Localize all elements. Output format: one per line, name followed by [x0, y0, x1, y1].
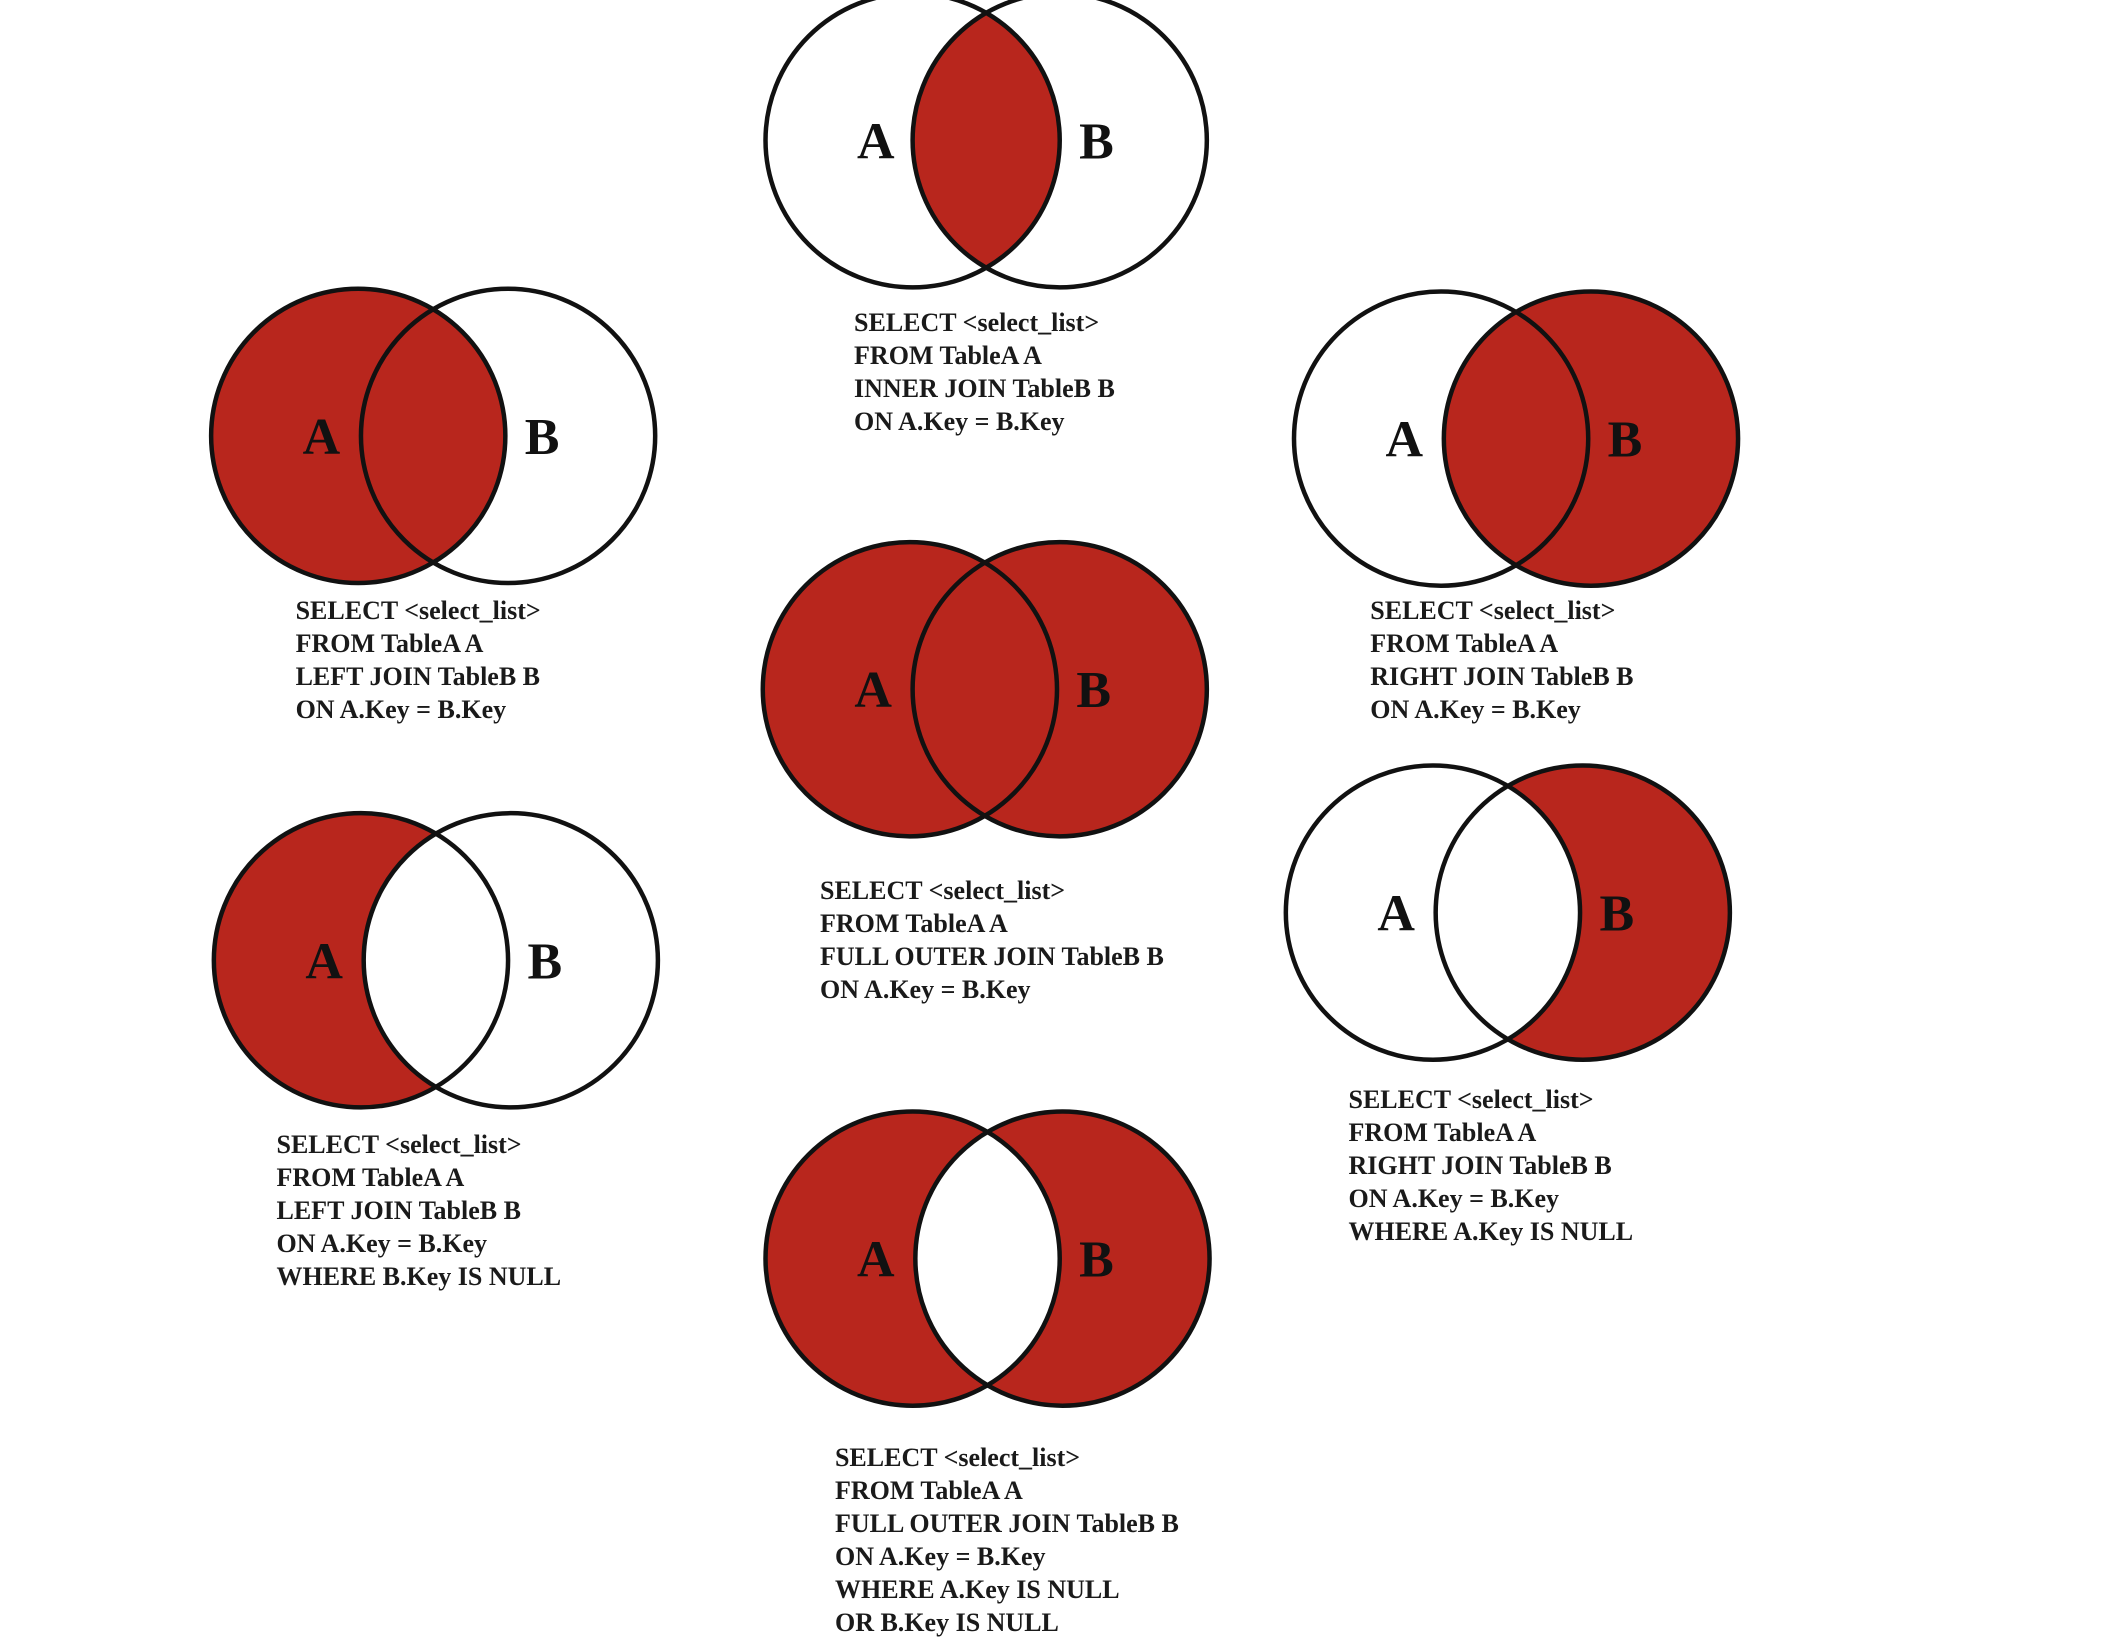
sql-line: ON A.Key = B.Key — [854, 407, 1065, 437]
sql-line: RIGHT JOIN TableB B — [1348, 1150, 1612, 1180]
circle-b-outline — [910, 539, 1210, 839]
label-b: B — [1608, 412, 1643, 469]
sql-line: INNER JOIN TableB B — [854, 374, 1115, 404]
sql-line: FROM TableA A — [295, 628, 484, 658]
label-b: B — [1076, 662, 1111, 719]
circle-b-outline — [910, 0, 1210, 290]
sql-line: LEFT JOIN TableB B — [295, 661, 541, 691]
inner-join-sql: SELECT <select_list> FROM TableA A INNER J… — [854, 306, 1115, 438]
label-a: A — [303, 409, 341, 466]
intersection-region — [915, 1111, 1060, 1406]
circle-b-outline — [1433, 763, 1733, 1062]
sql-line: FROM TableA A — [834, 1476, 1023, 1506]
sql-line: FROM TableA A — [819, 909, 1008, 939]
sql-line: SELECT <select_list> — [276, 1129, 522, 1159]
sql-line: SELECT <select_list> — [295, 595, 541, 625]
label-a: A — [1386, 412, 1424, 469]
sql-line: ON A.Key = B.Key — [1370, 694, 1581, 724]
circle-b — [1443, 291, 1739, 586]
right-join-exclusive-sql: SELECT <select_list> FROM TableA A RIGHT J… — [1348, 1083, 1633, 1248]
sql-line: WHERE A.Key IS NULL — [1348, 1216, 1634, 1246]
sql-line: SELECT <select_list> — [1348, 1084, 1594, 1114]
intersection-region — [363, 813, 509, 1108]
full-outer-join-exclusive-sql: SELECT <select_list> FROM TableA A FULL OU… — [835, 1441, 1179, 1639]
sql-line: ON A.Key = B.Key — [295, 694, 507, 724]
label-a: A — [854, 662, 892, 719]
intersection-region — [912, 0, 1060, 288]
label-a: A — [857, 113, 895, 170]
circle-b-outline — [358, 286, 658, 586]
sql-line: LEFT JOIN TableB B — [276, 1195, 521, 1225]
left-join-exclusive-sql: SELECT <select_list> FROM TableA A LEFT JO… — [277, 1128, 562, 1293]
sql-line: FULL OUTER JOIN TableB B — [819, 942, 1164, 972]
label-b: B — [1079, 113, 1114, 170]
label-b: B — [1079, 1232, 1114, 1289]
label-a: A — [1377, 886, 1415, 943]
sql-line: ON A.Key = B.Key — [1348, 1183, 1560, 1213]
circle-a-outline — [760, 539, 1060, 839]
sql-line: ON A.Key = B.Key — [276, 1228, 488, 1258]
label-a: A — [305, 933, 343, 990]
circle-b — [912, 542, 1207, 837]
sql-line: FROM TableA A — [276, 1162, 465, 1192]
sql-line: FULL OUTER JOIN TableB B — [834, 1509, 1179, 1539]
sql-line: WHERE B.Key IS NULL — [276, 1261, 562, 1291]
sql-line: WHERE A.Key IS NULL — [834, 1575, 1120, 1605]
circle-a-outline — [763, 1109, 1062, 1408]
sql-line: OR B.Key IS NULL — [834, 1608, 1059, 1638]
label-b: B — [525, 409, 560, 466]
right-join-sql: SELECT <select_list> FROM TableA A RIGHT J… — [1370, 594, 1633, 726]
sql-line: FROM TableA A — [1370, 628, 1559, 658]
label-b: B — [1599, 886, 1634, 943]
circle-a-outline — [1291, 289, 1591, 588]
sql-line: SELECT <select_list> — [1370, 595, 1616, 625]
circle-a-outline — [1283, 763, 1583, 1062]
circle-a-outline — [208, 286, 508, 586]
sql-line: ON A.Key = B.Key — [819, 975, 1031, 1005]
label-a: A — [857, 1232, 895, 1289]
circle-b-outline — [361, 810, 661, 1110]
circle-a-outline — [763, 0, 1062, 290]
sql-line: FROM TableA A — [1348, 1117, 1537, 1147]
sql-line: ON A.Key = B.Key — [834, 1542, 1046, 1572]
full-outer-join-sql: SELECT <select_list> FROM TableA A FULL OU… — [820, 874, 1164, 1006]
circle-b-outline — [1441, 289, 1741, 588]
sql-line: RIGHT JOIN TableB B — [1370, 661, 1634, 691]
sql-line: SELECT <select_list> — [819, 876, 1066, 906]
circle-b-outline — [913, 1109, 1212, 1408]
sql-line: FROM TableA A — [854, 341, 1042, 371]
left-join-sql: SELECT <select_list> FROM TableA A LEFT JO… — [296, 594, 541, 726]
sql-line: SELECT <select_list> — [834, 1443, 1081, 1473]
label-b: B — [528, 933, 563, 990]
circle-a — [211, 288, 506, 583]
intersection-region — [1435, 765, 1581, 1060]
circle-a-outline — [211, 810, 511, 1110]
sql-line: SELECT <select_list> — [854, 308, 1100, 338]
